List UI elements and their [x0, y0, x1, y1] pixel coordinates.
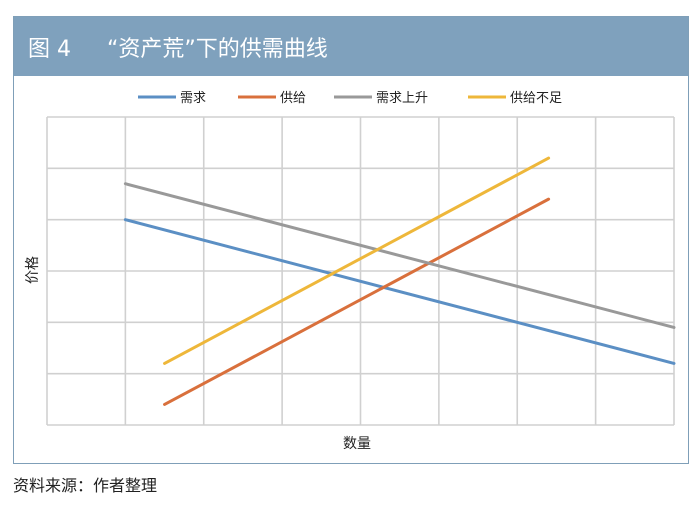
source-note: 资料来源：作者整理 [13, 476, 158, 495]
title-bar: 图 4 “资产荒”下的供需曲线 [14, 17, 688, 76]
series-line-3 [163, 156, 551, 365]
legend-label-3: 供给不足 [510, 91, 562, 106]
legend: 需求 供给 需求上升 供给不足 [138, 91, 562, 106]
series-line-1 [163, 197, 551, 406]
x-axis-label: 数量 [343, 436, 371, 452]
legend-label-2: 需求上升 [376, 91, 428, 106]
figure-title: 图 4 “资产荒”下的供需曲线 [28, 37, 328, 62]
legend-label-0: 需求 [180, 91, 206, 106]
series-line-0 [123, 218, 676, 365]
series-lines [123, 156, 676, 406]
y-axis-label: 价格 [25, 256, 41, 284]
series-line-2 [123, 182, 676, 329]
grid [46, 116, 675, 426]
legend-label-1: 供给 [280, 91, 306, 106]
